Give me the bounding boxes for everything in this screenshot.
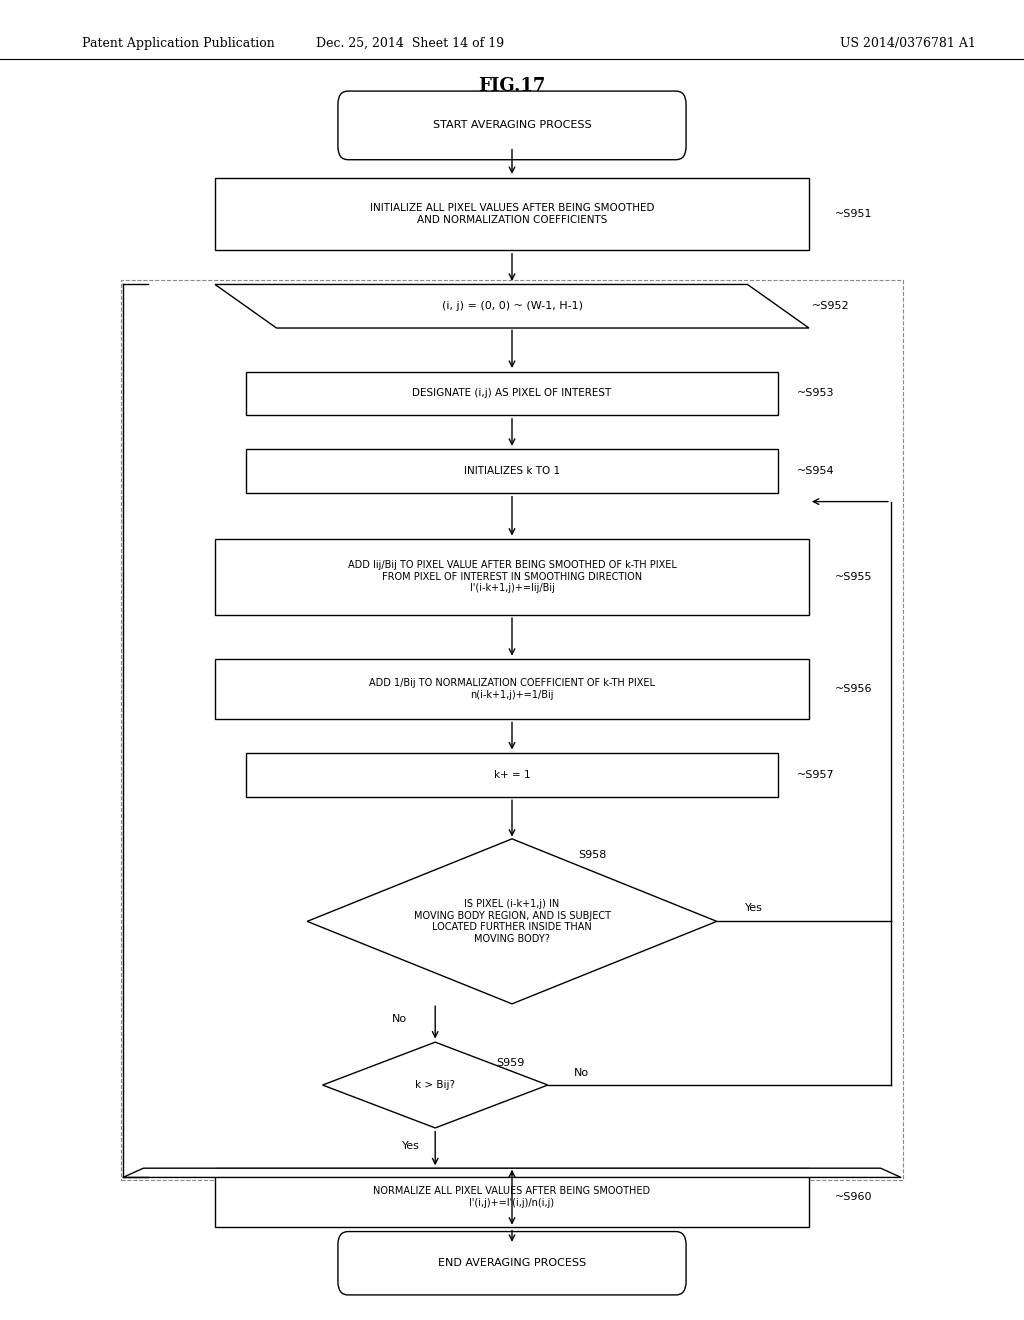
Text: IS PIXEL (i-k+1,j) IN
MOVING BODY REGION, AND IS SUBJECT
LOCATED FURTHER INSIDE : IS PIXEL (i-k+1,j) IN MOVING BODY REGION… xyxy=(414,899,610,944)
Bar xyxy=(215,539,809,615)
Text: INITIALIZE ALL PIXEL VALUES AFTER BEING SMOOTHED
AND NORMALIZATION COEFFICIENTS: INITIALIZE ALL PIXEL VALUES AFTER BEING … xyxy=(370,203,654,224)
Text: START AVERAGING PROCESS: START AVERAGING PROCESS xyxy=(433,120,591,131)
Bar xyxy=(215,660,809,718)
FancyBboxPatch shape xyxy=(338,91,686,160)
Text: k > Bij?: k > Bij? xyxy=(415,1080,456,1090)
Text: ~S957: ~S957 xyxy=(797,770,835,780)
Text: ~S951: ~S951 xyxy=(835,209,872,219)
Bar xyxy=(246,449,778,492)
Bar xyxy=(246,752,778,796)
Text: ~S952: ~S952 xyxy=(812,301,850,312)
Text: US 2014/0376781 A1: US 2014/0376781 A1 xyxy=(840,37,976,50)
Text: S959: S959 xyxy=(497,1057,525,1068)
Text: INITIALIZES k TO 1: INITIALIZES k TO 1 xyxy=(464,466,560,477)
Text: Yes: Yes xyxy=(402,1140,420,1151)
Polygon shape xyxy=(215,284,809,327)
Bar xyxy=(215,1167,809,1228)
FancyBboxPatch shape xyxy=(338,1232,686,1295)
Text: k+ = 1: k+ = 1 xyxy=(494,770,530,780)
Bar xyxy=(246,372,778,414)
Text: ADD 1/Bij TO NORMALIZATION COEFFICIENT OF k-TH PIXEL
n(i-k+1,j)+=1/Bij: ADD 1/Bij TO NORMALIZATION COEFFICIENT O… xyxy=(369,678,655,700)
Text: ~S955: ~S955 xyxy=(835,572,872,582)
Text: ~S960: ~S960 xyxy=(835,1192,872,1203)
Polygon shape xyxy=(307,840,717,1003)
Text: ~S956: ~S956 xyxy=(835,684,872,694)
Text: ~S953: ~S953 xyxy=(797,388,835,399)
Text: NORMALIZE ALL PIXEL VALUES AFTER BEING SMOOTHED
I'(i,j)+=I'(i,j)/n(i,j): NORMALIZE ALL PIXEL VALUES AFTER BEING S… xyxy=(374,1187,650,1208)
Text: DESIGNATE (i,j) AS PIXEL OF INTEREST: DESIGNATE (i,j) AS PIXEL OF INTEREST xyxy=(413,388,611,399)
Text: S958: S958 xyxy=(579,850,607,861)
Text: Yes: Yes xyxy=(745,903,763,913)
Text: ADD Iij/Bij TO PIXEL VALUE AFTER BEING SMOOTHED OF k-TH PIXEL
FROM PIXEL OF INTE: ADD Iij/Bij TO PIXEL VALUE AFTER BEING S… xyxy=(347,560,677,594)
Text: Patent Application Publication: Patent Application Publication xyxy=(82,37,274,50)
Text: (i, j) = (0, 0) ~ (W-1, H-1): (i, j) = (0, 0) ~ (W-1, H-1) xyxy=(441,301,583,312)
Polygon shape xyxy=(323,1043,548,1127)
Polygon shape xyxy=(123,1168,901,1177)
Text: FIG.17: FIG.17 xyxy=(478,77,546,95)
Text: No: No xyxy=(573,1068,589,1078)
Text: Dec. 25, 2014  Sheet 14 of 19: Dec. 25, 2014 Sheet 14 of 19 xyxy=(315,37,504,50)
Bar xyxy=(215,177,809,251)
Text: ~S954: ~S954 xyxy=(797,466,835,477)
Bar xyxy=(121,280,903,1180)
Text: END AVERAGING PROCESS: END AVERAGING PROCESS xyxy=(438,1258,586,1269)
Text: No: No xyxy=(392,1014,407,1024)
